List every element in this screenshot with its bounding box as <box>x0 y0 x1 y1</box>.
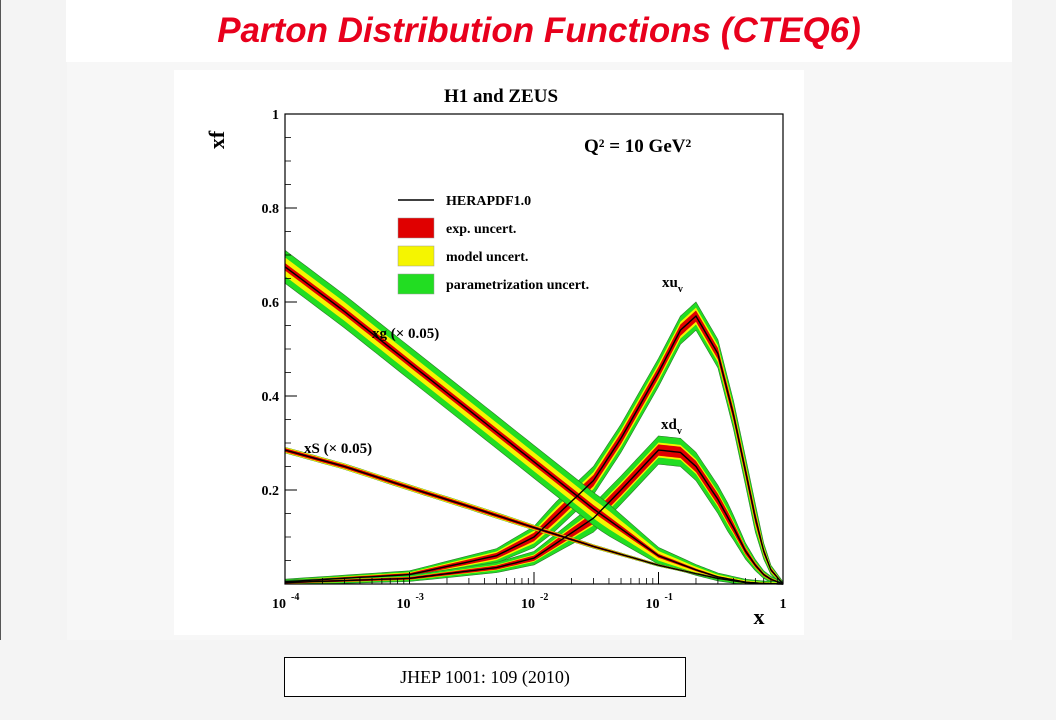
x-tick-exponent: -1 <box>665 592 673 603</box>
x-axis-label: x <box>754 604 765 629</box>
central-lines <box>284 266 784 585</box>
series-labels: xuv xdv xg (× 0.05) xS (× 0.05) <box>304 275 683 457</box>
x-tick-label: 10 <box>272 597 286 612</box>
series-label: xS (× 0.05) <box>304 441 372 457</box>
series-label-sub: v <box>677 426 682 437</box>
x-tick-label: 10 <box>521 597 535 612</box>
y-tick-label: 0.6 <box>262 296 280 311</box>
axis-ticks: 10 -4 10 -3 10 -2 10 -1 1 0.2 0.4 0.6 0.8 1 <box>262 108 787 612</box>
q2-annotation: Q² = 10 GeV² <box>584 136 691 157</box>
chart-title: H1 and ZEUS <box>444 86 558 107</box>
slide-left-border <box>0 0 67 720</box>
x-tick-exponent: -2 <box>540 592 548 603</box>
chart-panel: 10 -4 10 -3 10 -2 10 -1 1 0.2 0.4 0.6 0.8 1 H1 and ZE… <box>174 70 804 635</box>
legend-label: exp. uncert. <box>446 222 516 237</box>
series-label: xdv <box>661 417 682 437</box>
x-tick-label: 10 <box>646 597 660 612</box>
legend-label: model uncert. <box>446 250 528 265</box>
legend-label: parametrization uncert. <box>446 278 589 293</box>
y-axis-label: xf <box>204 130 229 149</box>
legend-swatch-box <box>397 273 435 295</box>
legend-label: HERAPDF1.0 <box>446 194 531 209</box>
y-tick-label: 0.8 <box>262 202 280 217</box>
series-line-xs <box>284 449 784 585</box>
x-tick-label: 1 <box>780 597 787 612</box>
series-label: xuv <box>662 275 683 295</box>
series-label-sub: v <box>678 284 683 295</box>
legend-swatch-box <box>397 217 435 239</box>
series-line-xu <box>284 315 784 585</box>
page-title: Parton Distribution Functions (CTEQ6) <box>66 0 1012 62</box>
x-tick-exponent: -3 <box>416 592 424 603</box>
series-line-xd <box>284 449 784 585</box>
x-tick-exponent: -4 <box>291 592 299 603</box>
band-exp-xd <box>285 444 783 584</box>
y-tick-label: 0.2 <box>262 484 280 499</box>
series-label: xg (× 0.05) <box>372 326 439 342</box>
pdf-chart: 10 -4 10 -3 10 -2 10 -1 1 0.2 0.4 0.6 0.8 1 H1 and ZE… <box>204 86 787 629</box>
x-tick-label: 10 <box>397 597 411 612</box>
y-tick-label: 0.4 <box>262 390 280 405</box>
legend: HERAPDF1.0 exp. uncert. model uncert. param… <box>397 194 589 295</box>
citation-box: JHEP 1001: 109 (2010) <box>284 657 686 697</box>
y-tick-label: 1 <box>272 108 279 123</box>
uncertainty-bands <box>284 249 784 585</box>
legend-swatch-box <box>397 245 435 267</box>
slide-right-border <box>1012 0 1056 720</box>
